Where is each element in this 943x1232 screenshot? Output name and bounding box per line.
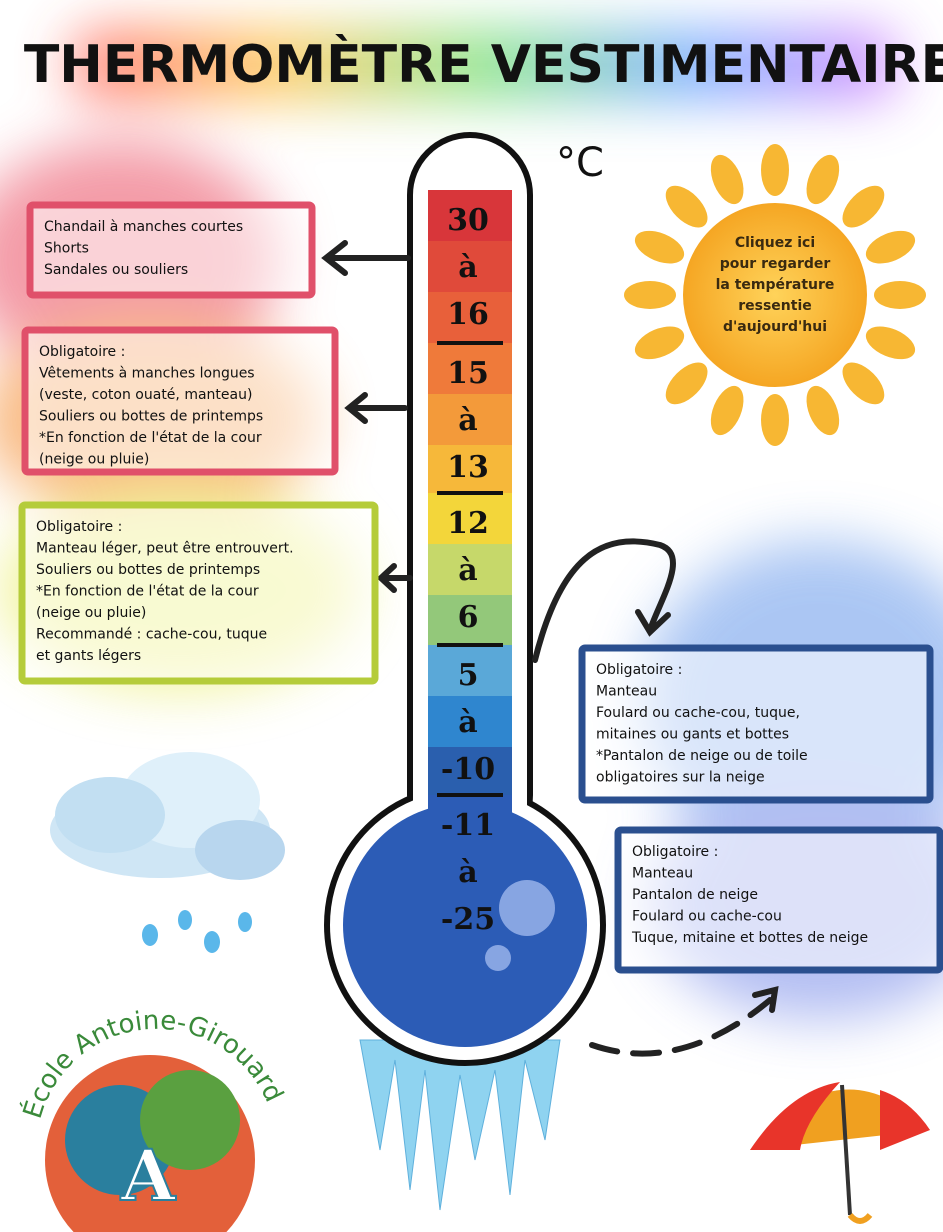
clothing-box: Chandail à manches courtes Shorts Sandales…: [30, 205, 312, 295]
box-line: Foulard ou cache-cou: [632, 909, 782, 925]
box-line: mitaines ou gants et bottes: [596, 727, 789, 743]
box-line: et gants légers: [36, 648, 141, 664]
scale-label: à: [458, 705, 477, 740]
scale-label: à: [458, 403, 477, 438]
clothing-box: Obligatoire : Vêtements à manches longues…: [25, 330, 335, 472]
box-line: Obligatoire :: [632, 844, 718, 860]
sun-text: pour regarder: [720, 256, 831, 272]
logo: École Antoine-Girouard A: [16, 1006, 289, 1232]
box-line: Manteau léger, peut être entrouvert.: [36, 541, 294, 557]
sun-button[interactable]: Cliquez ici pour regarder la température re…: [624, 144, 926, 446]
box-line: obligatoires sur la neige: [596, 770, 765, 786]
scale-label: 16: [447, 297, 489, 332]
scale-label: -25: [441, 902, 495, 937]
box-line: Shorts: [44, 241, 89, 257]
box-line: Foulard ou cache-cou, tuque,: [596, 705, 800, 721]
scale-label: à: [458, 855, 477, 890]
box-line: (veste, coton ouaté, manteau): [39, 387, 252, 403]
box-line: Vêtements à manches longues: [39, 366, 255, 382]
logo-mark: A: [120, 1134, 177, 1217]
sun-ray: [704, 381, 750, 440]
scale-label: -10: [441, 752, 495, 787]
sun-ray: [835, 178, 892, 235]
clothing-box: Obligatoire : Manteau léger, peut être en…: [22, 505, 375, 681]
sun-ray: [658, 355, 715, 412]
box-line: Chandail à manches courtes: [44, 219, 243, 235]
sun-ray: [704, 150, 750, 209]
box-line: (neige ou pluie): [39, 452, 149, 468]
box-line: Obligatoire :: [39, 344, 125, 360]
box-line: *En fonction de l'état de la cour: [39, 430, 262, 446]
sun-text: Cliquez ici: [735, 235, 815, 251]
sun-ray: [835, 355, 892, 412]
scale-label: 5: [458, 658, 479, 693]
box-line: Souliers ou bottes de printemps: [36, 562, 260, 578]
sun-text: ressentie: [738, 298, 812, 314]
sun-ray: [761, 144, 789, 196]
box-line: (neige ou pluie): [36, 605, 146, 621]
umbrella: [750, 1082, 930, 1221]
box-line: Tuque, mitaine et bottes de neige: [631, 930, 868, 946]
poster: THERMOMÈTRE VESTIMENTAIRE °C 30 à 16 15 à 13 1…: [0, 0, 943, 1232]
box-line: Pantalon de neige: [632, 887, 758, 903]
sun-text: d'aujourd'hui: [723, 319, 827, 335]
sun-text: la température: [716, 277, 835, 293]
box-line: Souliers ou bottes de printemps: [39, 409, 263, 425]
scale-label: 30: [447, 203, 489, 238]
sun-ray: [624, 281, 676, 309]
sun-ray: [630, 224, 689, 270]
box-line: Manteau: [632, 866, 693, 882]
cloud: [50, 752, 285, 953]
box-line: Manteau: [596, 684, 657, 700]
clothing-box: Obligatoire : Manteau Pantalon de neige Fou…: [618, 830, 940, 970]
sun-ray: [800, 381, 846, 440]
box-line: *Pantalon de neige ou de toile: [596, 748, 808, 764]
sun-ray: [861, 320, 920, 366]
box-line: Obligatoire :: [36, 519, 122, 535]
box-line: Obligatoire :: [596, 662, 682, 678]
sun-ray: [658, 178, 715, 235]
sun-ray: [761, 394, 789, 446]
sun-ray: [630, 320, 689, 366]
scale-label: 12: [447, 506, 489, 541]
box-line: Sandales ou souliers: [44, 262, 188, 278]
page: THERMOMÈTRE VESTIMENTAIRE °C 30 à 16 15 à 13 1…: [0, 0, 943, 1232]
clothing-box: Obligatoire : Manteau Foulard ou cache-cou…: [582, 648, 930, 800]
scale-label: 6: [458, 600, 479, 635]
box-line: *En fonction de l'état de la cour: [36, 584, 259, 600]
unit: °C: [556, 140, 604, 186]
scale-label: à: [458, 250, 477, 285]
title: THERMOMÈTRE VESTIMENTAIRE: [24, 34, 943, 95]
sun-ray: [861, 224, 920, 270]
scale-label: -11: [441, 808, 495, 843]
sun-ray: [800, 150, 846, 209]
scale-label: 13: [447, 450, 489, 485]
scale-label: 15: [447, 356, 489, 391]
sun-ray: [874, 281, 926, 309]
box-line: Recommandé : cache-cou, tuque: [36, 627, 267, 643]
scale-label: à: [458, 553, 477, 588]
